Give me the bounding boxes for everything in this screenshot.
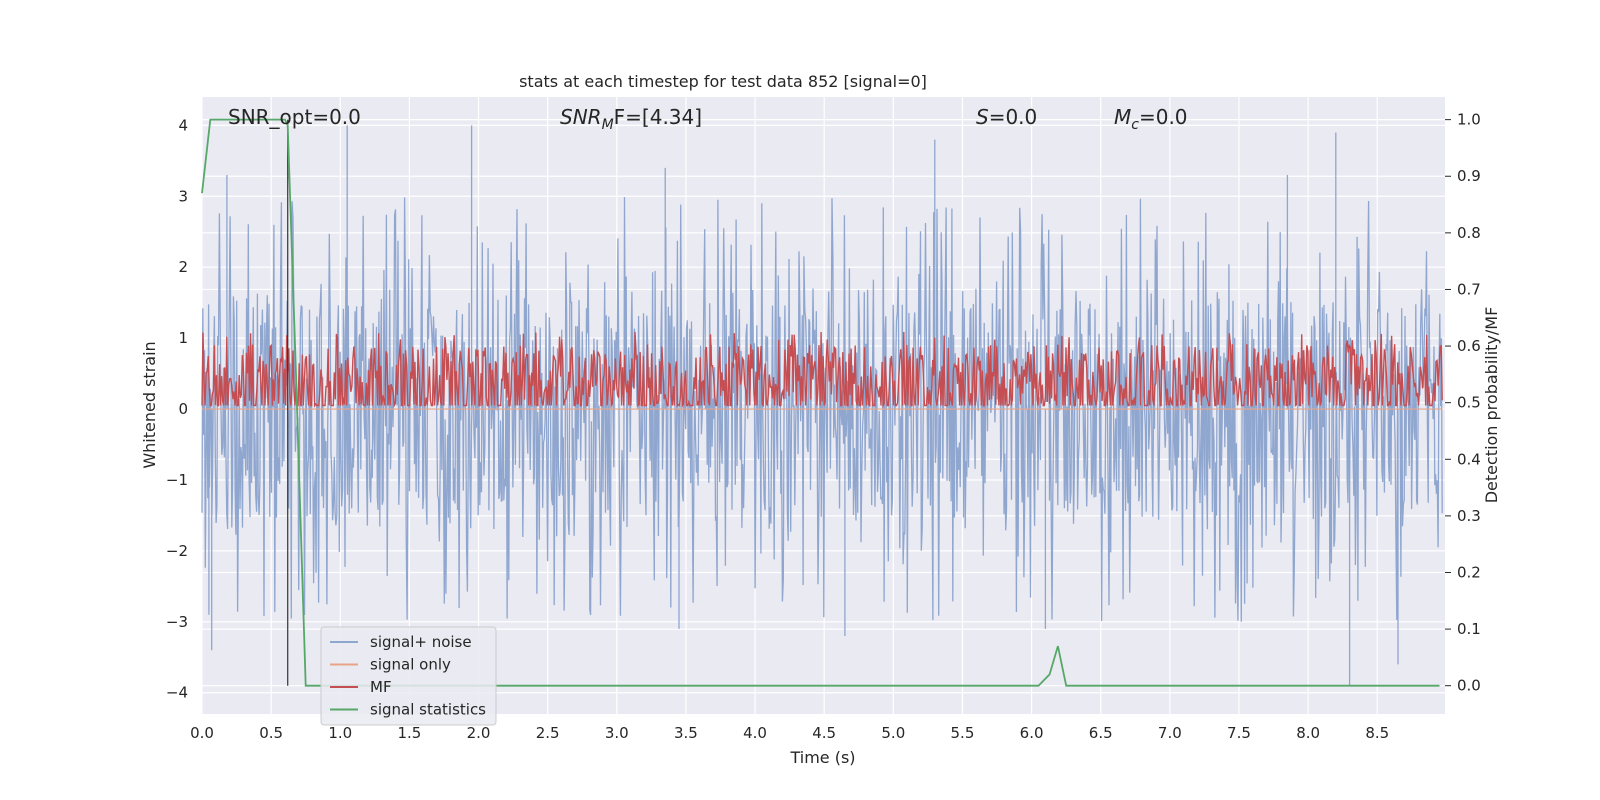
x-tick-label: 2.5 (536, 724, 560, 742)
y-tick-label-right: 0.6 (1457, 337, 1481, 355)
x-axis-label: Time (s) (789, 748, 855, 767)
signal-statistics-line (201, 118, 1440, 687)
x-tick-label: 3.0 (605, 724, 629, 742)
x-tick-label: 6.5 (1089, 724, 1113, 742)
y-tick-label-right: 0.7 (1457, 280, 1481, 298)
y-tick-label-left: −1 (166, 471, 188, 489)
x-tick-label: 4.5 (812, 724, 836, 742)
legend-label: signal only (370, 656, 451, 674)
x-tick-label: 6.0 (1020, 724, 1044, 742)
legend-label: MF (370, 678, 392, 696)
annotation-snr-mf-main: SNR (560, 105, 602, 129)
x-tick-label: 2.0 (467, 724, 491, 742)
annotation-mc: Mc=0.0 (1114, 105, 1188, 133)
y-tick-label-right: 0.4 (1457, 450, 1481, 468)
y-tick-label-left: −3 (166, 613, 188, 631)
x-tick-label: 0.0 (190, 724, 214, 742)
legend-box (320, 626, 497, 726)
annotation-s-rest: =0.0 (989, 105, 1038, 129)
x-tick-label: 1.0 (328, 724, 352, 742)
legend: signal+ noise signal only MF signal statist… (320, 626, 497, 726)
annotation-snr-mf: SNRMF=[4.34] (560, 105, 702, 133)
x-tick-label: 5.0 (881, 724, 905, 742)
annotation-mc-main: M (1114, 105, 1131, 129)
y-tick-label-right: 0.2 (1457, 563, 1481, 581)
x-tick-label: 1.5 (397, 724, 421, 742)
y-tick-label-left: 0 (178, 400, 188, 418)
y-tick-label-left: 2 (178, 258, 188, 276)
x-tick-label: 7.5 (1227, 724, 1251, 742)
series-mf (201, 331, 1443, 409)
legend-label: signal+ noise (370, 633, 472, 651)
x-tick-label: 3.5 (674, 724, 698, 742)
legend-label: signal statistics (370, 701, 486, 719)
annotation-snr-mf-sub: M (602, 117, 614, 133)
x-tick-label: 0.5 (259, 724, 283, 742)
chart-title: stats at each timestep for test data 852… (519, 72, 927, 91)
y-tick-label-left: 1 (178, 329, 188, 347)
y-tick-label-left: 4 (178, 116, 188, 134)
y-tick-label-right: 0.8 (1457, 224, 1481, 242)
y-axis-label-right: Detection probability/MF (1482, 307, 1501, 504)
x-tick-label: 7.0 (1158, 724, 1182, 742)
y-tick-label-right: 0.0 (1457, 677, 1481, 695)
tick-labels: 0.0 0.5 1.0 1.5 2.0 2.5 3.0 3.5 4.0 4.5 5.0 5.5 6.0 6… (166, 111, 1481, 742)
mf-line (201, 331, 1443, 409)
x-tick-label: 8.5 (1365, 724, 1389, 742)
annotation-s: S=0.0 (976, 105, 1037, 129)
x-tick-label: 5.5 (951, 724, 975, 742)
annotation-snr-mf-rest: F=[4.34] (614, 105, 702, 129)
y-tick-label-right: 0.1 (1457, 620, 1481, 638)
series-signal-statistics (201, 118, 1440, 687)
annotation-mc-rest: =0.0 (1139, 105, 1188, 129)
y-tick-label-right: 0.3 (1457, 507, 1481, 525)
y-tick-label-left: −4 (166, 684, 188, 702)
x-tick-label: 8.0 (1296, 724, 1320, 742)
y-tick-label-left: −2 (166, 542, 188, 560)
x-tick-label: 4.0 (743, 724, 767, 742)
annotation-s-main: S (976, 105, 989, 129)
y-axis-label-left: Whitened strain (140, 341, 159, 468)
y-tick-label-right: 1.0 (1457, 111, 1481, 129)
y-tick-label-right: 0.5 (1457, 394, 1481, 412)
y-tick-label-left: 3 (178, 187, 188, 205)
annotation-mc-sub: c (1131, 117, 1139, 133)
annotation-snr-opt: SNR_opt=0.0 (228, 105, 361, 129)
y-tick-label-right: 0.9 (1457, 167, 1481, 185)
